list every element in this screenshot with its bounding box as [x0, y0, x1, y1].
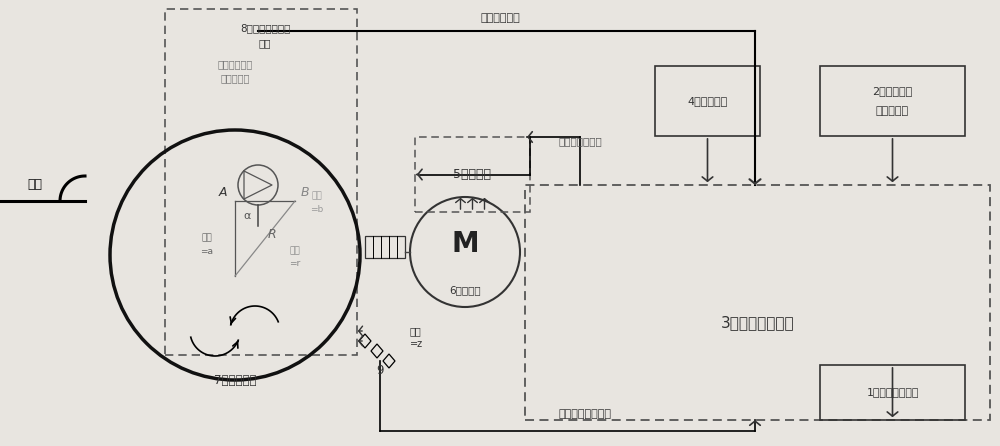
- Text: B: B: [301, 186, 309, 199]
- Text: 线缆卷盘位置信号: 线缆卷盘位置信号: [558, 409, 612, 419]
- Text: 7、线缆卷盘: 7、线缆卷盘: [214, 375, 256, 388]
- Text: 线缆: 线缆: [28, 178, 42, 190]
- Bar: [365, 236, 405, 258]
- Text: =a: =a: [200, 247, 214, 256]
- Text: 5、驱动器: 5、驱动器: [454, 168, 492, 181]
- Text: 运行和速度控制: 运行和速度控制: [558, 136, 602, 146]
- Text: 长度: 长度: [312, 191, 322, 201]
- Text: 光电编码器或: 光电编码器或: [217, 59, 253, 69]
- Text: 或选择开关: 或选择开关: [876, 106, 909, 116]
- Bar: [820, 66, 965, 136]
- Text: =z: =z: [410, 339, 423, 349]
- Text: 4、显示模块: 4、显示模块: [687, 96, 728, 106]
- Text: =r: =r: [289, 260, 301, 268]
- Text: M: M: [451, 230, 479, 258]
- Text: α: α: [243, 211, 251, 221]
- Text: 2、控制按键: 2、控制按键: [872, 86, 913, 96]
- Text: R: R: [268, 227, 276, 240]
- Bar: [655, 66, 760, 136]
- Bar: [820, 365, 965, 420]
- Text: 9: 9: [376, 364, 384, 377]
- Text: =b: =b: [310, 205, 324, 214]
- Text: 装置: 装置: [259, 38, 271, 48]
- Text: 6、电动机: 6、电动机: [449, 285, 481, 295]
- Bar: [165, 9, 357, 355]
- Text: 旋转变压器: 旋转变压器: [220, 73, 250, 83]
- Bar: [415, 137, 530, 212]
- Text: 半径: 半径: [290, 247, 300, 256]
- Text: 长度: 长度: [202, 234, 212, 243]
- Text: 1、跟随速度给定: 1、跟随速度给定: [866, 388, 919, 397]
- Text: A: A: [219, 186, 227, 199]
- Bar: [525, 185, 990, 420]
- Text: 8、卷绕半径测量: 8、卷绕半径测量: [240, 23, 290, 33]
- Text: 齿数: 齿数: [410, 326, 422, 336]
- Text: 角度测量信号: 角度测量信号: [480, 13, 520, 23]
- Text: 3、嵌入式控制器: 3、嵌入式控制器: [721, 315, 794, 330]
